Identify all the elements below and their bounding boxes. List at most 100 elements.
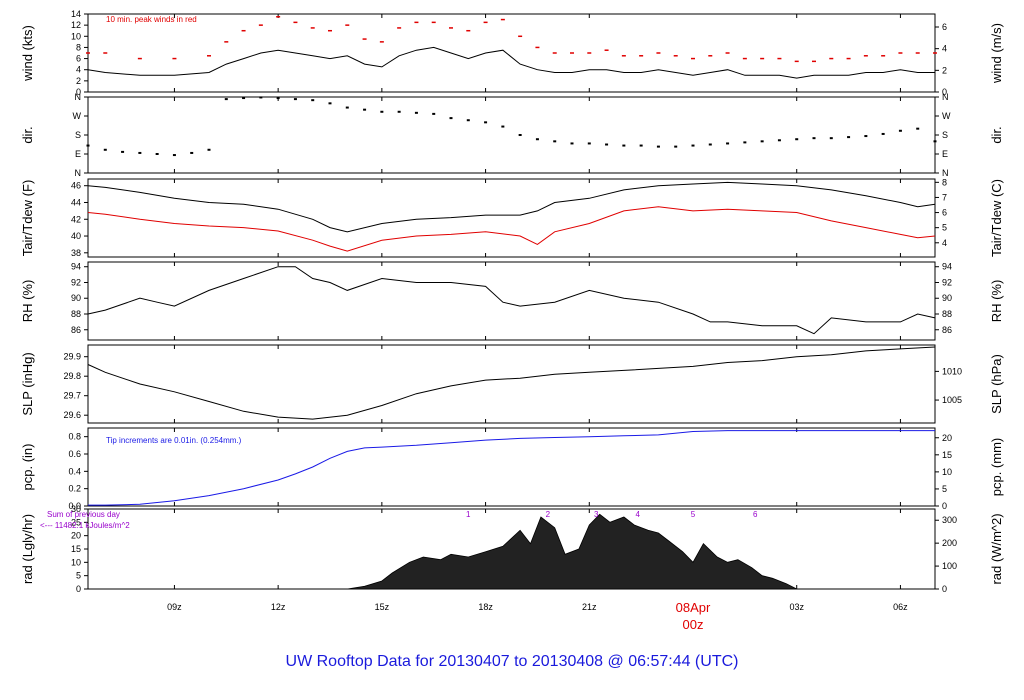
wind-direction-point (207, 148, 211, 151)
y-tick-label-right: 8 (942, 177, 947, 187)
series-line-rh-0 (87, 266, 936, 335)
wind-direction-point (345, 106, 349, 109)
hour-marker: 4 (635, 510, 640, 519)
daily-sum-label: Sum of previous day (47, 510, 120, 519)
wind-direction-point (795, 138, 799, 141)
y-tick-label-right: W (942, 111, 951, 121)
panel-frame-pcp (87, 427, 936, 507)
y-axis-label-left: SLP (inHg) (20, 352, 35, 415)
y-tick-label-left: 86 (71, 325, 81, 335)
wind-direction-point (829, 137, 833, 140)
y-tick-label-right: 4 (942, 238, 947, 248)
hour-marker: 2 (546, 510, 551, 519)
y-tick-label-right: 20 (942, 433, 952, 443)
y-tick-label-left: 30 (71, 504, 81, 514)
y-tick-label-left: 10 (71, 557, 81, 567)
y-tick-label-left: 0.4 (68, 466, 81, 476)
wind-direction-point (86, 144, 90, 147)
wind-direction-point (639, 144, 643, 147)
y-tick-label-right: 90 (942, 293, 952, 303)
date-hour-label: 00z (683, 617, 704, 632)
panel-temp: 38 40 42 44 46 4 5 6 7 8 Tair/Tdew (F) Tair/Tdew (C… (20, 177, 1004, 257)
wind-direction-point (121, 150, 125, 153)
y-axis-label-right: pcp. (mm) (989, 438, 1004, 497)
y-tick-label-right: 200 (942, 538, 957, 548)
panel-frame-rh (87, 261, 936, 341)
y-tick-label-right: E (942, 149, 948, 159)
wind-direction-point (328, 102, 332, 105)
y-axis-label-right: dir. (989, 126, 1004, 143)
y-tick-label-left: S (75, 130, 81, 140)
y-tick-label-right: 0 (942, 501, 947, 511)
wind-direction-point (933, 140, 937, 143)
y-axis-label-left: wind (kts) (20, 25, 35, 82)
y-tick-label-left: 0.6 (68, 449, 81, 459)
y-tick-label-right: 10 (942, 467, 952, 477)
y-tick-label-right: N (942, 168, 949, 178)
y-axis-label-right: RH (%) (989, 280, 1004, 323)
wind-direction-point (501, 125, 505, 128)
time-tick-label: 18z (478, 602, 493, 612)
y-tick-label-right: 1005 (942, 395, 962, 405)
hour-marker: 6 (753, 510, 758, 519)
wind-direction-point (847, 136, 851, 139)
wind-direction-point (881, 132, 885, 135)
wind-direction-point (380, 110, 384, 113)
panel-frame-wind (87, 13, 936, 93)
y-tick-label-right: 94 (942, 262, 952, 272)
hour-marker: 5 (691, 510, 696, 519)
wind-direction-point (155, 153, 159, 155)
y-tick-label-left: 42 (71, 214, 81, 224)
y-tick-label-right: 15 (942, 450, 952, 460)
wind-direction-point (397, 110, 401, 113)
y-axis-label-left: Tair/Tdew (F) (20, 180, 35, 257)
wind-direction-point (812, 137, 816, 140)
y-tick-label-left: 0.8 (68, 432, 81, 442)
wind-direction-point (242, 97, 246, 100)
y-tick-label-right: 2 (942, 65, 947, 75)
y-tick-label-left: 94 (71, 262, 81, 272)
y-tick-label-right: 100 (942, 561, 957, 571)
y-tick-label-left: 46 (71, 181, 81, 191)
y-tick-label-left: 0 (76, 584, 81, 594)
y-tick-label-left: 44 (71, 197, 81, 207)
wind-direction-point (743, 141, 747, 144)
y-tick-label-left: 88 (71, 309, 81, 319)
y-tick-label-right: 86 (942, 325, 952, 335)
wind-direction-point (553, 140, 557, 143)
time-tick-label: 21z (582, 602, 597, 612)
y-axis-label-left: dir. (20, 126, 35, 143)
y-tick-label-left: N (75, 168, 82, 178)
time-tick-label: 12z (271, 602, 286, 612)
time-tick-label: 03z (789, 602, 804, 612)
wind-direction-point (311, 99, 315, 102)
y-tick-label-right: N (942, 92, 949, 102)
y-tick-label-left: 90 (71, 293, 81, 303)
y-tick-label-right: 6 (942, 208, 947, 218)
y-tick-label-right: 5 (942, 484, 947, 494)
y-tick-label-left: 29.7 (63, 391, 81, 401)
wind-direction-point (449, 117, 453, 120)
wind-direction-point (656, 145, 660, 148)
panel-slp: 29.6 29.7 29.8 29.9 1005 1010 SLP (inHg) SLP (h… (20, 344, 1004, 424)
y-tick-label-left: 15 (71, 544, 81, 554)
y-axis-label-right: Tair/Tdew (C) (989, 179, 1004, 257)
wind-direction-point (293, 98, 297, 101)
wind-direction-point (484, 121, 488, 124)
y-tick-label-right: S (942, 130, 948, 140)
series-line-pcp-0 (88, 430, 935, 506)
wind-direction-point (570, 142, 574, 145)
time-tick-label: 15z (375, 602, 390, 612)
wind-direction-point (587, 142, 591, 145)
y-tick-label-left: 14 (71, 9, 81, 19)
y-tick-label-right: 0 (942, 584, 947, 594)
time-tick-label: 06z (893, 602, 908, 612)
y-axis-label-left: rad (Lgly/hr) (20, 514, 35, 584)
wind-direction-point (535, 138, 539, 141)
panel-frame-dir (87, 96, 936, 174)
y-tick-label-left: 0.2 (68, 484, 81, 494)
wind-direction-point (691, 144, 695, 147)
